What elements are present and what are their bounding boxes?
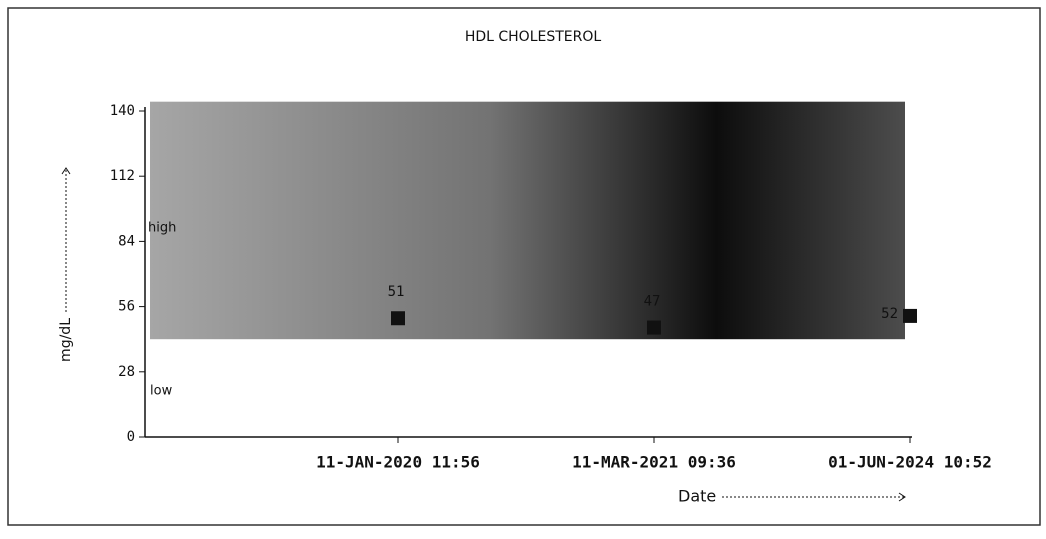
frame — [7, 7, 1041, 526]
reference-band — [150, 101, 905, 340]
y-arrow-head — [61, 167, 71, 175]
y-axis-title: mg/dL — [58, 167, 74, 362]
point — [903, 308, 917, 323]
x-tick-label: 11-JAN-2020 11:56 — [316, 453, 480, 472]
x-label: Date — [678, 487, 716, 506]
y-label: mg/dL — [58, 318, 74, 362]
chart-title: HDL CHOLESTEROL — [465, 29, 602, 45]
y-tick-label: 140 — [110, 103, 135, 119]
x-arrow-head — [898, 492, 906, 502]
point — [391, 311, 405, 326]
y-tick-label: 84 — [118, 233, 135, 249]
y-tick-label: 112 — [110, 168, 135, 184]
value-label: 47 — [644, 294, 661, 310]
y-tick-label: 56 — [118, 299, 135, 315]
value-label: 51 — [388, 284, 405, 300]
lower-label: low — [150, 384, 173, 399]
x-tick-label: 11-MAR-2021 09:36 — [572, 453, 736, 472]
y-tick-label: 28 — [118, 364, 135, 380]
y-tick-label: 0 — [127, 429, 135, 445]
point — [647, 320, 661, 335]
x-tick-label: 01-JUN-2024 10:52 — [828, 453, 992, 472]
upper-label: high — [148, 221, 176, 236]
value-label: 52 — [881, 306, 898, 322]
